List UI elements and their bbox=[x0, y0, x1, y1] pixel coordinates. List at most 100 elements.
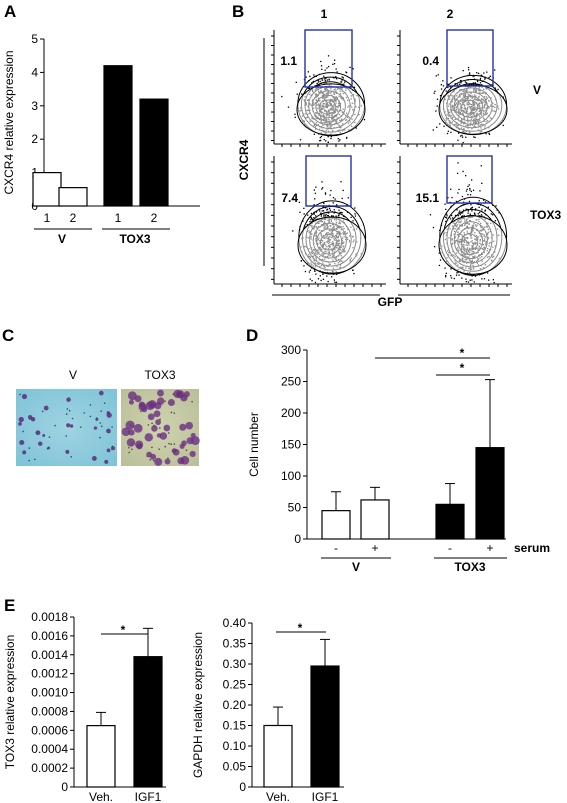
pore bbox=[100, 410, 103, 412]
event-dot bbox=[436, 105, 438, 107]
y-tick-label: 100 bbox=[281, 469, 301, 483]
gate-box bbox=[305, 155, 352, 207]
event-dot bbox=[313, 204, 315, 206]
event-dot bbox=[322, 273, 324, 275]
pore bbox=[129, 424, 132, 427]
pore bbox=[83, 412, 86, 414]
y-axis-label: GAPDH relative expression bbox=[191, 632, 205, 778]
event-dot bbox=[287, 106, 290, 108]
event-dot bbox=[478, 211, 481, 214]
event-dot bbox=[304, 270, 307, 273]
event-dot bbox=[465, 175, 467, 177]
event-dot bbox=[320, 139, 322, 142]
pore bbox=[173, 412, 176, 414]
event-dot bbox=[465, 208, 467, 210]
event-dot bbox=[314, 198, 316, 200]
event-dot bbox=[470, 190, 472, 193]
y-tick-label: 0.0002 bbox=[31, 761, 68, 775]
stained-cell bbox=[66, 397, 71, 402]
panel-e-gapdh-chart: 0 0.05 0.10 0.15 0.20 0.25 0.30 0.35 0.40 GAPDH r… bbox=[191, 616, 344, 803]
event-dot bbox=[310, 216, 312, 218]
event-dot bbox=[323, 214, 325, 216]
event-dot bbox=[315, 211, 318, 213]
event-dot bbox=[334, 59, 336, 61]
pore bbox=[164, 445, 167, 448]
event-dot bbox=[463, 198, 466, 200]
panel-letter-c: C bbox=[2, 326, 14, 345]
stained-cell bbox=[163, 424, 171, 432]
event-dot bbox=[308, 271, 310, 273]
pore bbox=[68, 409, 71, 412]
event-dot bbox=[341, 76, 343, 78]
event-dot bbox=[475, 208, 477, 210]
event-dot bbox=[321, 210, 323, 212]
pore bbox=[152, 459, 155, 462]
event-dot bbox=[281, 95, 283, 98]
event-dot bbox=[476, 72, 478, 74]
event-dot bbox=[456, 209, 458, 211]
event-dot bbox=[342, 77, 344, 79]
stained-cell bbox=[164, 458, 171, 465]
pore bbox=[170, 411, 173, 414]
event-dot bbox=[442, 80, 444, 82]
stained-cell bbox=[151, 425, 158, 432]
event-dot bbox=[325, 140, 327, 142]
flow-plot: 15.1 bbox=[397, 155, 512, 287]
flow-plot: 1.1 bbox=[271, 29, 386, 147]
image-label-v: V bbox=[69, 368, 77, 382]
event-dot bbox=[332, 202, 334, 204]
y-tick-label: 0.0004 bbox=[31, 742, 68, 756]
event-dot bbox=[324, 193, 327, 195]
event-dot bbox=[442, 85, 445, 87]
event-dot bbox=[487, 272, 489, 274]
gate-percentage: 15.1 bbox=[416, 191, 440, 205]
event-dot bbox=[346, 211, 349, 213]
category-label: 2 bbox=[151, 211, 158, 225]
event-dot bbox=[327, 136, 329, 138]
stained-cell bbox=[65, 449, 70, 454]
category-label: 1 bbox=[115, 211, 122, 225]
event-dot bbox=[328, 65, 330, 68]
category-label: IGF1 bbox=[135, 790, 162, 803]
pore bbox=[35, 431, 38, 434]
significance-star: * bbox=[460, 361, 465, 375]
pore bbox=[96, 417, 98, 419]
y-tick-label: 50 bbox=[288, 501, 302, 515]
column-label-2: 2 bbox=[447, 7, 454, 21]
event-dot bbox=[445, 276, 447, 278]
event-dot bbox=[449, 216, 451, 218]
pore bbox=[185, 449, 188, 451]
event-dot bbox=[313, 74, 315, 76]
event-dot bbox=[333, 212, 335, 214]
y-tick-label: 0.0018 bbox=[31, 610, 68, 624]
pore bbox=[34, 458, 36, 461]
event-dot bbox=[335, 215, 337, 217]
event-dot bbox=[434, 90, 436, 92]
event-dot bbox=[474, 275, 477, 277]
event-dot bbox=[459, 83, 461, 85]
event-dot bbox=[487, 206, 489, 208]
stained-cell bbox=[18, 416, 24, 423]
event-dot bbox=[444, 267, 446, 269]
event-dot bbox=[309, 269, 311, 271]
category-label: Veh. bbox=[89, 790, 113, 803]
event-dot bbox=[338, 209, 340, 211]
event-dot bbox=[335, 281, 338, 283]
event-dot bbox=[302, 220, 304, 222]
pore bbox=[146, 455, 149, 457]
event-dot bbox=[330, 189, 332, 192]
significance-star: * bbox=[298, 621, 303, 635]
contour-core bbox=[296, 83, 366, 136]
event-dot bbox=[460, 82, 462, 84]
event-dot bbox=[458, 132, 460, 134]
y-tick-label: 300 bbox=[281, 343, 301, 357]
event-dot bbox=[310, 212, 313, 215]
pore bbox=[28, 447, 31, 449]
event-dot bbox=[472, 82, 475, 84]
event-dot bbox=[481, 80, 483, 83]
event-dot bbox=[309, 221, 311, 223]
event-dot bbox=[486, 71, 488, 73]
event-dot bbox=[450, 131, 452, 133]
